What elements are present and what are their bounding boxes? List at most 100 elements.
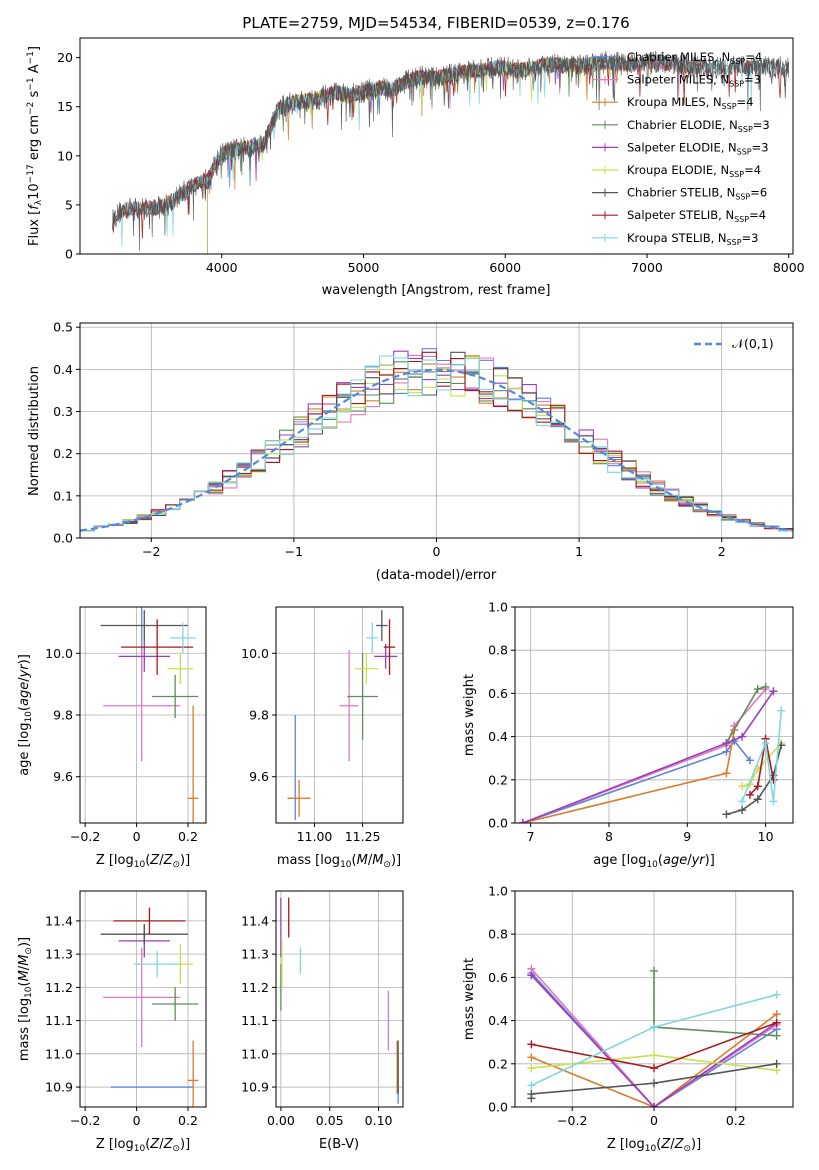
x-tick-label: 0 (133, 1113, 141, 1128)
y-tick-label: 11.2 (241, 980, 269, 995)
residual-xticks: −2 −1 0 1 2 (142, 538, 726, 559)
spectrum-title: PLATE=2759, MJD=54534, FIBERID=0539, z=0… (242, 14, 629, 32)
x-tick-label: −2 (142, 544, 160, 559)
weight-point-marker (769, 687, 778, 696)
legend-nssp: =4 (744, 163, 761, 177)
y-tick-label: 11.4 (241, 913, 269, 928)
weight-point-marker (527, 1090, 536, 1099)
age-vs-z-xlabel: Z [log10(Z/Z⊙)] (96, 853, 190, 870)
spectrum-panel: PLATE=2759, MJD=54534, FIBERID=0539, z=0… (26, 14, 805, 298)
legend-subscript: SSP (729, 80, 744, 89)
x-tick-label: 11.00 (297, 829, 333, 844)
x-tick-label: 9 (683, 829, 691, 844)
legend-label: Kroupa STELIB, NSSP=3 (627, 231, 758, 247)
y-tick-label: 0 (65, 247, 73, 262)
weight-point-marker (650, 1103, 658, 1107)
legend-nssp: =3 (742, 231, 759, 245)
weight-vs-age-panel: 7 8 9 10 0.0 0.2 0.4 0.6 0.8 1.0 age [log10(age/… (462, 600, 794, 870)
x-tick-label: 6000 (489, 260, 521, 275)
age-vs-mass-xticks: 11.00 11.25 (297, 823, 381, 844)
y-tick-label: 20 (57, 50, 73, 65)
weight-point-marker (527, 1081, 536, 1090)
spectrum-legend: Chabrier MILES, NSSP=4 Salpeter MILES, NS… (592, 50, 770, 247)
y-tick-label: 0.8 (488, 927, 508, 942)
weight-vs-age-xlabel: age [log10(age/yr)] (593, 853, 715, 870)
age-vs-z-grid (80, 607, 206, 823)
legend-subscript: SSP (722, 102, 737, 111)
age-vs-z-panel: −0.2 0 0.2 9.6 9.8 10.0 Z [log10(Z/Z⊙)] age … (17, 606, 207, 870)
y-tick-label: 9.8 (249, 708, 269, 723)
age-vs-mass-panel: 11.00 11.25 9.6 9.8 10.0 mass [log10(M/M⊙)] (241, 606, 404, 870)
mass-vs-ebv-xticks: 0.00 0.05 0.10 (267, 1107, 393, 1128)
weight-series-line (531, 1013, 778, 1107)
x-tick-label: 0.2 (726, 1113, 746, 1128)
y-tick-label: 10.0 (241, 646, 269, 661)
weight-point-marker (650, 1023, 658, 1032)
mass-vs-z-xticks: −0.2 0 0.2 (70, 1107, 198, 1128)
weight-point-marker (527, 971, 536, 980)
mass-vs-z-xlabel: Z [log10(Z/Z⊙)] (96, 1137, 190, 1154)
x-tick-label: 8000 (773, 260, 805, 275)
mass-vs-ebv-points (280, 897, 399, 1104)
y-tick-label: 0.2 (488, 772, 508, 787)
x-tick-label: 0 (133, 829, 141, 844)
weight-vs-z-lines (527, 964, 781, 1107)
spectrum-axes-frame (79, 37, 794, 255)
mass-vs-ebv-xlabel: E(B-V) (319, 1137, 359, 1152)
weight-point-marker (527, 1040, 536, 1049)
weight-point-marker (772, 1031, 781, 1040)
y-tick-label: 11.0 (45, 1046, 73, 1061)
weight-point-marker (738, 782, 747, 791)
y-tick-label: 11.3 (45, 947, 73, 962)
age-vs-mass-xlabel: mass [log10(M/M⊙)] (277, 853, 401, 870)
x-tick-label: −0.2 (70, 1113, 100, 1128)
legend-label: Kroupa MILES, NSSP=4 (627, 95, 753, 111)
x-tick-label: 11.25 (345, 829, 381, 844)
y-tick-label: 0.0 (53, 531, 73, 546)
y-tick-label: 9.8 (53, 708, 73, 723)
weight-point-marker (745, 790, 754, 799)
legend-nssp: =4 (737, 95, 754, 109)
weight-point-marker (650, 1079, 658, 1088)
x-tick-label: 7 (527, 829, 535, 844)
y-tick-label: 15 (57, 99, 73, 114)
normal-reference-curve (80, 368, 793, 532)
age-vs-mass-yticks: 9.6 9.8 10.0 (241, 646, 276, 784)
legend-subscript: SSP (738, 125, 753, 134)
y-tick-label: 11.3 (241, 947, 269, 962)
y-tick-label: 1.0 (488, 600, 508, 615)
weight-point-marker (753, 795, 762, 804)
legend-nssp: =3 (752, 140, 769, 154)
age-vs-z-xticks: −0.2 0 0.2 (70, 823, 198, 844)
mass-vs-ebv-panel: 0.00 0.05 0.10 10.9 11.0 11.1 11.2 11.3 11.4 E(… (241, 890, 404, 1152)
y-tick-label: 0.6 (488, 970, 508, 985)
legend-subscript: SSP (727, 238, 742, 247)
weight-vs-z-xticks: −0.2 0 0.2 (557, 1107, 746, 1128)
mass-vs-z-yticks: 10.9 11.0 11.1 11.2 11.3 11.4 (45, 913, 80, 1095)
spectrum-ylabel: Flux [fλ10−17 erg cm−2 s−1 A−1] (26, 46, 44, 246)
x-tick-label: 0.05 (316, 1113, 344, 1128)
y-tick-label: 0.2 (488, 1056, 508, 1071)
y-tick-label: 11.1 (45, 1013, 73, 1028)
weight-point-marker (738, 797, 747, 806)
legend-subscript: SSP (734, 215, 749, 224)
weight-point-marker (650, 966, 658, 975)
weight-point-marker (650, 1051, 658, 1060)
residual-xlabel: (data-model)/error (376, 568, 497, 583)
y-tick-label: 5 (65, 197, 73, 212)
weight-point-marker (650, 1064, 658, 1073)
legend-label: Chabrier MILES, NSSP=4 (627, 50, 762, 66)
normal-legend-label: 𝒩(0,1) (732, 336, 774, 351)
weight-series-line (522, 739, 751, 823)
x-tick-label: 0 (433, 544, 441, 559)
x-tick-label: 0.2 (178, 829, 198, 844)
x-tick-label: −0.2 (557, 1113, 587, 1128)
age-vs-z-points (100, 607, 199, 823)
legend-subscript: SSP (730, 57, 745, 66)
y-tick-label: 11.0 (241, 1046, 269, 1061)
y-tick-label: 10 (57, 148, 73, 163)
age-vs-z-ylabel: age [log10(age/yr)] (17, 654, 34, 776)
spectrum-yticks: 0 5 10 15 20 (57, 50, 80, 262)
legend-nssp: =4 (745, 50, 762, 64)
weight-series-line (749, 738, 775, 796)
